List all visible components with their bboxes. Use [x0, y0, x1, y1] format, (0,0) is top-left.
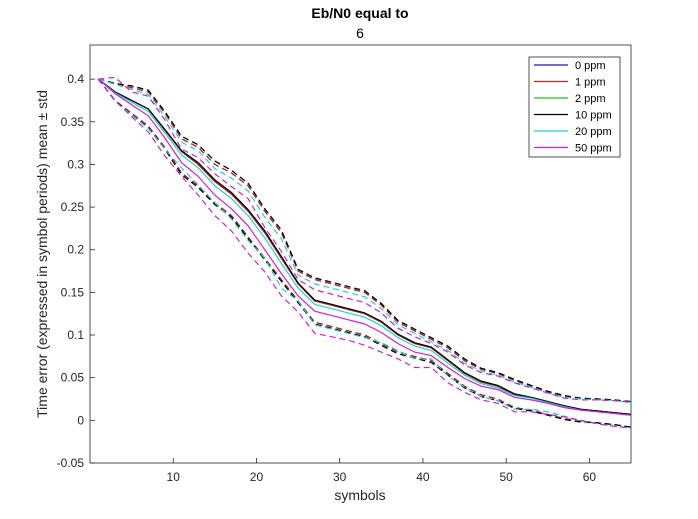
legend-item: 0 ppm [534, 60, 606, 72]
y-tick-label: 0.2 [67, 243, 84, 257]
legend: 0 ppm 1 ppm 2 ppm 10 ppm 20 ppm 50 ppm [528, 56, 621, 158]
series-10-ppm-lower-std-line [97, 78, 632, 428]
series-50-ppm-lower-std-line [97, 78, 632, 429]
legend-items: 0 ppm 1 ppm 2 ppm 10 ppm 20 ppm 50 ppm [534, 60, 612, 155]
legend-label: 20 ppm [575, 126, 612, 138]
x-tick-label: 30 [333, 470, 347, 484]
legend-label: 0 ppm [575, 60, 606, 72]
x-tick-label: 10 [167, 470, 181, 484]
y-tick-label: 0.4 [67, 72, 84, 86]
y-tick-label: 0.35 [61, 115, 85, 129]
legend-label: 1 ppm [575, 77, 606, 89]
series-50-ppm-mean-line [97, 78, 632, 416]
legend-item: 1 ppm [534, 77, 606, 89]
legend-label: 10 ppm [575, 110, 612, 122]
series-50-ppm-upper-std-line [98, 76, 632, 403]
chart-subtitle: 6 [356, 25, 364, 41]
y-tick-label: 0.25 [61, 200, 85, 214]
legend-label: 2 ppm [575, 93, 606, 105]
legend-item: 20 ppm [534, 126, 612, 138]
x-axis-label: symbols [334, 487, 385, 503]
x-tick-label: 20 [250, 470, 264, 484]
y-tick-label: 0.05 [61, 371, 85, 385]
series-1-ppm-upper-std-line [98, 78, 632, 403]
y-tick-label: 0.3 [67, 157, 84, 171]
x-tick-label: 50 [499, 470, 513, 484]
legend-label: 50 ppm [575, 143, 612, 155]
x-tick-label: 40 [416, 470, 430, 484]
y-axis-label: Time error (expressed in symbol periods)… [34, 90, 50, 418]
chart-title: Eb/N0 equal to [311, 5, 408, 21]
legend-box [528, 56, 621, 158]
y-tick-label: 0.1 [67, 328, 84, 342]
series-20-ppm-mean-line [97, 78, 632, 416]
tick-layer: 10 20 30 40 50 60 -0.05 0 0.05 0.1 0.15 0.2 0.25 0.3 0… [57, 72, 597, 484]
y-tick-label: -0.05 [57, 456, 85, 470]
series-1-ppm-lower-std-line [97, 78, 632, 428]
series-20-ppm-lower-std-line [97, 78, 632, 429]
series-layer [97, 76, 632, 429]
series-10-ppm-mean-line [97, 78, 632, 415]
series-20-ppm-upper-std-line [98, 78, 632, 403]
legend-item: 10 ppm [534, 110, 612, 122]
legend-item: 2 ppm [534, 93, 606, 105]
x-tick-label: 60 [583, 470, 597, 484]
series-10-ppm-upper-std-line [98, 78, 632, 403]
legend-item: 50 ppm [534, 143, 612, 155]
y-tick-label: 0 [77, 413, 84, 427]
y-tick-label: 0.15 [61, 285, 85, 299]
